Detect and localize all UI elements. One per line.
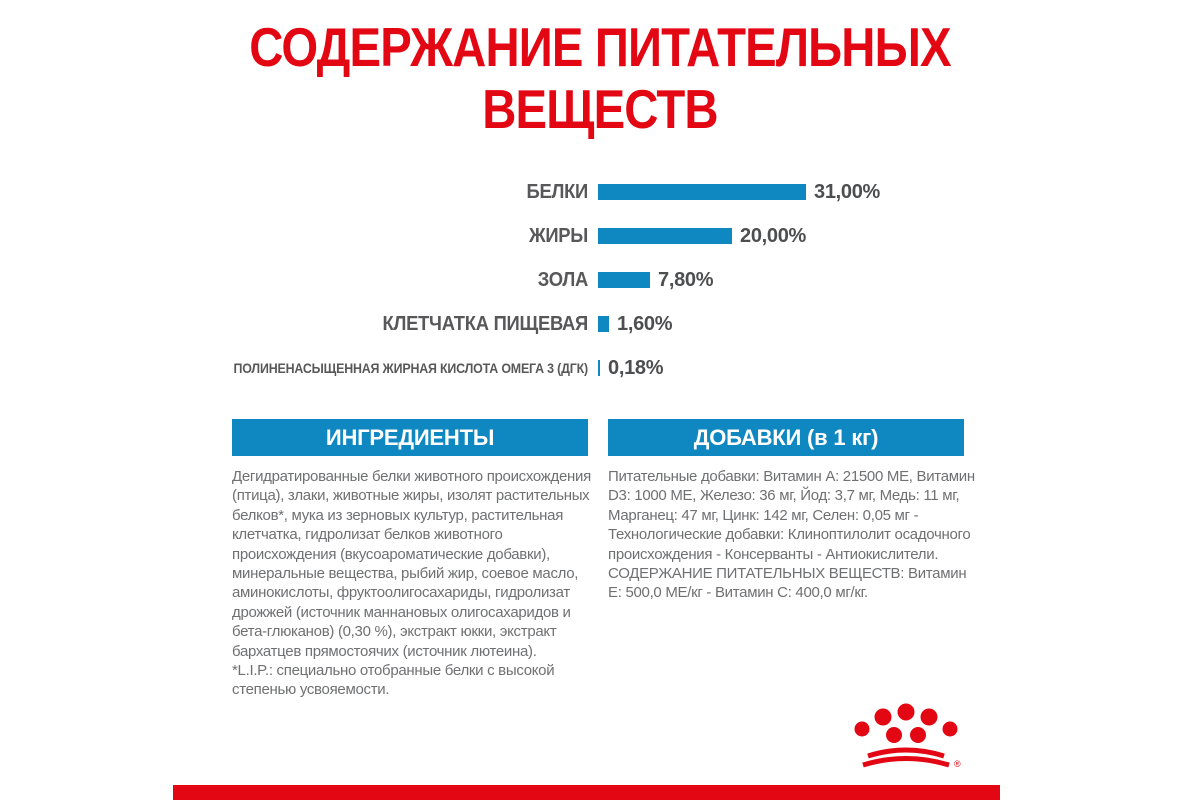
- chart-bar: [598, 228, 732, 244]
- paragraph: СОДЕРЖАНИЕ ПИТАТЕЛЬНЫХ ВЕЩЕСТВ: Витамин …: [608, 565, 967, 602]
- ingredients-header: ИНГРЕДИЕНТЫ: [232, 419, 588, 456]
- page-title: СОДЕРЖАНИЕ ПИТАТЕЛЬНЫХ ВЕЩЕСТВ: [84, 16, 1116, 140]
- paragraph: Дегидратированные белки животного происх…: [232, 468, 591, 660]
- chart-row: ЗОЛА 7,80%: [0, 258, 1040, 302]
- paragraph: *L.I.P.: специально отобранные белки с в…: [232, 662, 555, 699]
- chart-value-label: 31,00%: [814, 180, 881, 203]
- chart-category-label: БЕЛКИ: [526, 180, 589, 203]
- nutrient-bar-chart: БЕЛКИ 31,00% ЖИРЫ 20,00% ЗОЛА 7,80% КЛЕТ…: [0, 170, 1040, 390]
- chart-value-label: 0,18%: [608, 356, 664, 379]
- crown-dots: [854, 703, 958, 743]
- chart-value-label: 7,80%: [658, 268, 714, 291]
- ingredients-text: Дегидратированные белки животного происх…: [232, 467, 596, 700]
- chart-bar: [598, 184, 806, 200]
- additives-text: Питательные добавки: Витамин A: 21500 ME…: [608, 467, 976, 603]
- chart-bar: [598, 360, 600, 376]
- chart-row: КЛЕТЧАТКА ПИЩЕВАЯ 1,60%: [0, 302, 1040, 346]
- chart-row: БЕЛКИ 31,00%: [0, 170, 1040, 214]
- chart-category-label: КЛЕТЧАТКА ПИЩЕВАЯ: [382, 312, 589, 335]
- crown-logo-icon: ®: [854, 703, 961, 769]
- paragraph: Питательные добавки: Витамин A: 21500 ME…: [608, 468, 975, 563]
- footer-accent-bar: [173, 785, 1000, 800]
- page-title-line2: ВЕЩЕСТВ: [482, 78, 718, 140]
- chart-bar: [598, 272, 650, 288]
- chart-category-label: ЖИРЫ: [528, 224, 588, 247]
- chart-row: ПОЛИНЕНАСЫЩЕННАЯ ЖИРНАЯ КИСЛОТА ОМЕГА 3 …: [0, 346, 1040, 390]
- additives-header: ДОБАВКИ (в 1 кг): [608, 419, 964, 456]
- chart-category-label: ЗОЛА: [537, 268, 589, 291]
- chart-value-label: 20,00%: [740, 224, 807, 247]
- page-title-line1: СОДЕРЖАНИЕ ПИТАТЕЛЬНЫХ: [249, 16, 951, 78]
- chart-bar: [598, 316, 609, 332]
- chart-category-label: ПОЛИНЕНАСЫЩЕННАЯ ЖИРНАЯ КИСЛОТА ОМЕГА 3 …: [233, 360, 589, 376]
- registered-mark: ®: [954, 759, 961, 769]
- chart-value-label: 1,60%: [617, 312, 673, 335]
- crown-arcs: [862, 747, 950, 768]
- chart-row: ЖИРЫ 20,00%: [0, 214, 1040, 258]
